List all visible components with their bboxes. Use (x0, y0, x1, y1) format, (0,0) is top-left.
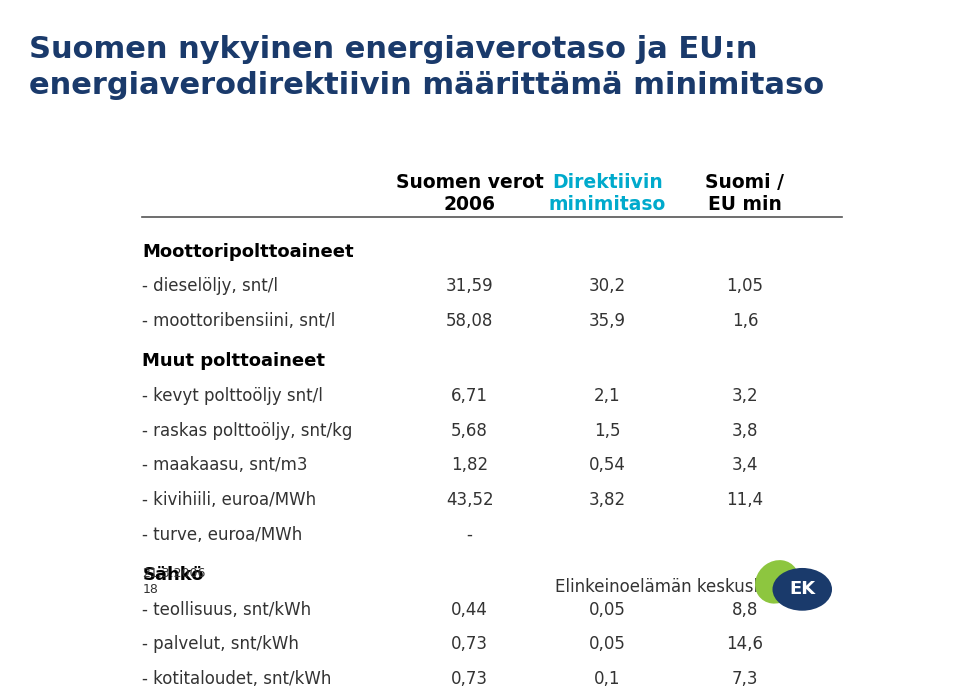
Text: - moottoribensiini, snt/l: - moottoribensiini, snt/l (142, 312, 336, 330)
Text: - kotitaloudet, snt/kWh: - kotitaloudet, snt/kWh (142, 670, 332, 688)
Text: - raskas polttoöljy, snt/kg: - raskas polttoöljy, snt/kg (142, 421, 352, 439)
Text: 1,6: 1,6 (732, 312, 758, 330)
Text: - kivihiili, euroa/MWh: - kivihiili, euroa/MWh (142, 491, 317, 509)
Text: 0,05: 0,05 (588, 635, 626, 653)
Text: - turve, euroa/MWh: - turve, euroa/MWh (142, 526, 302, 543)
Text: -: - (467, 526, 472, 543)
Text: 0,05: 0,05 (588, 600, 626, 618)
Text: 0,54: 0,54 (588, 456, 626, 474)
Text: 30,2: 30,2 (588, 278, 626, 295)
Text: 43,52: 43,52 (445, 491, 493, 509)
Text: 0,73: 0,73 (451, 670, 489, 688)
Text: 1,82: 1,82 (451, 456, 489, 474)
Text: 3,8: 3,8 (732, 421, 758, 439)
Text: 14,6: 14,6 (727, 635, 763, 653)
Text: 0,1: 0,1 (594, 670, 620, 688)
Text: EK: EK (789, 580, 815, 598)
Text: - palvelut, snt/kWh: - palvelut, snt/kWh (142, 635, 300, 653)
Text: 6,71: 6,71 (451, 387, 489, 405)
Text: - dieselöljy, snt/l: - dieselöljy, snt/l (142, 278, 278, 295)
Text: 3,2: 3,2 (732, 387, 758, 405)
Text: 58,08: 58,08 (446, 312, 493, 330)
Text: Direktiivin
minimitaso: Direktiivin minimitaso (549, 174, 666, 214)
Text: 7,3: 7,3 (732, 670, 758, 688)
Text: Muut polttoaineet: Muut polttoaineet (142, 352, 325, 370)
Text: Moottoripolttoaineet: Moottoripolttoaineet (142, 242, 354, 260)
Text: 0,73: 0,73 (451, 635, 489, 653)
Text: - maakaasu, snt/m3: - maakaasu, snt/m3 (142, 456, 308, 474)
Text: Suomen nykyinen energiaverotaso ja EU:n
energiaverodirektiivin määrittämä minimi: Suomen nykyinen energiaverotaso ja EU:n … (29, 35, 824, 100)
Text: 3,82: 3,82 (588, 491, 626, 509)
Text: 31,59: 31,59 (445, 278, 493, 295)
Text: - kevyt polttoöljy snt/l: - kevyt polttoöljy snt/l (142, 387, 324, 405)
Text: 21.3.2006
18: 21.3.2006 18 (142, 567, 205, 596)
Text: Elinkeinoelämän keskusliitto: Elinkeinoelämän keskusliitto (555, 578, 791, 596)
Circle shape (773, 568, 832, 611)
Ellipse shape (756, 560, 799, 604)
Text: Suomen verot
2006: Suomen verot 2006 (396, 174, 543, 214)
Text: 0,44: 0,44 (451, 600, 488, 618)
Text: 2,1: 2,1 (594, 387, 620, 405)
Text: 8,8: 8,8 (732, 600, 758, 618)
Text: - teollisuus, snt/kWh: - teollisuus, snt/kWh (142, 600, 311, 618)
Text: Suomi /
EU min: Suomi / EU min (706, 174, 784, 214)
Text: 35,9: 35,9 (588, 312, 626, 330)
Text: Sähkö: Sähkö (142, 566, 204, 584)
Text: 3,4: 3,4 (732, 456, 758, 474)
Text: 1,05: 1,05 (727, 278, 763, 295)
Text: 1,5: 1,5 (594, 421, 620, 439)
Text: 5,68: 5,68 (451, 421, 488, 439)
Text: 11,4: 11,4 (727, 491, 763, 509)
